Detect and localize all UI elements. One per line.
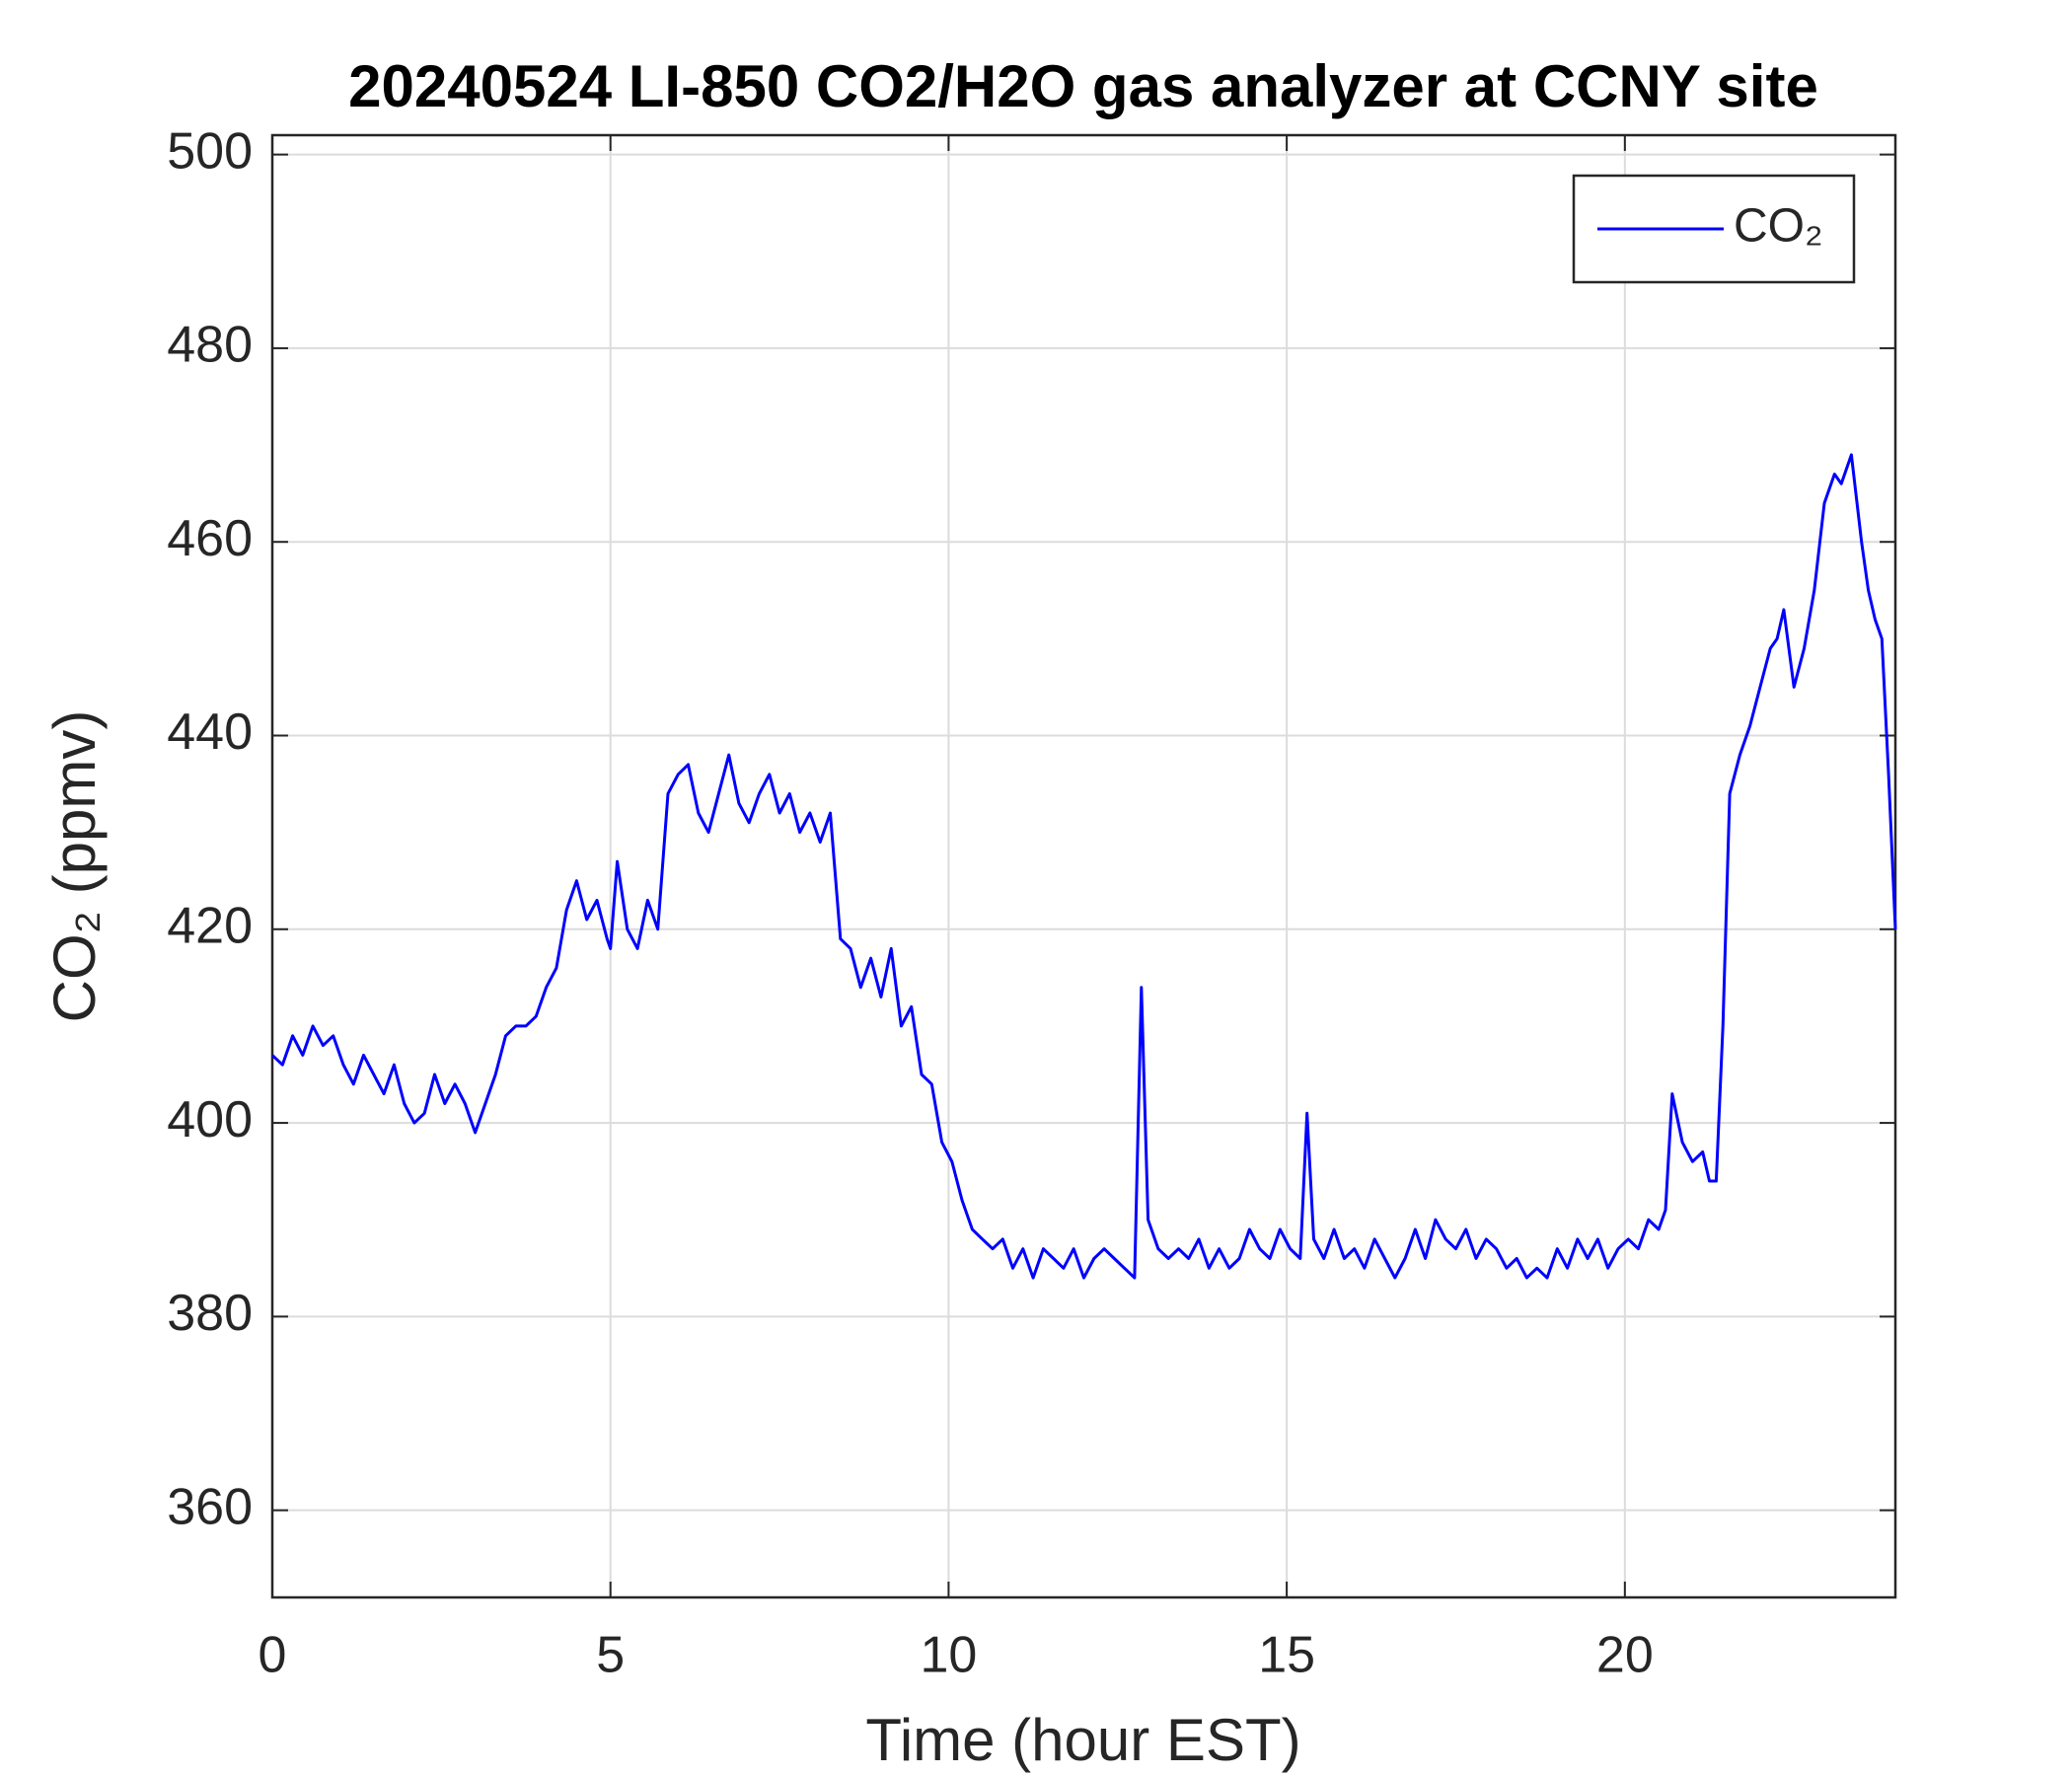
x-tick-label: 10	[920, 1627, 977, 1684]
y-tick-label: 500	[167, 122, 253, 180]
y-tick-label: 380	[167, 1285, 253, 1342]
y-tick-label: 440	[167, 703, 253, 761]
data-line	[270, 453, 1897, 1280]
y-tick-label: 400	[167, 1091, 253, 1148]
x-axis-label: Time (hour EST)	[865, 1707, 1300, 1773]
x-tick-label: 5	[596, 1627, 625, 1684]
y-tick-label: 480	[167, 317, 253, 374]
legend-label: CO₂	[1734, 200, 1823, 253]
x-tick-label: 20	[1596, 1627, 1654, 1684]
plot-frame	[270, 133, 1897, 1599]
y-tick-label: 360	[167, 1478, 253, 1535]
x-tick-label: 15	[1258, 1627, 1315, 1684]
chart-title: 20240524 LI-850 CO2/H2O gas analyzer at …	[348, 53, 1818, 119]
y-axis-label: CO₂ (ppmv)	[41, 710, 108, 1023]
x-tick-label: 0	[259, 1627, 287, 1684]
y-tick-label: 420	[167, 898, 253, 955]
y-tick-label: 460	[167, 510, 253, 567]
